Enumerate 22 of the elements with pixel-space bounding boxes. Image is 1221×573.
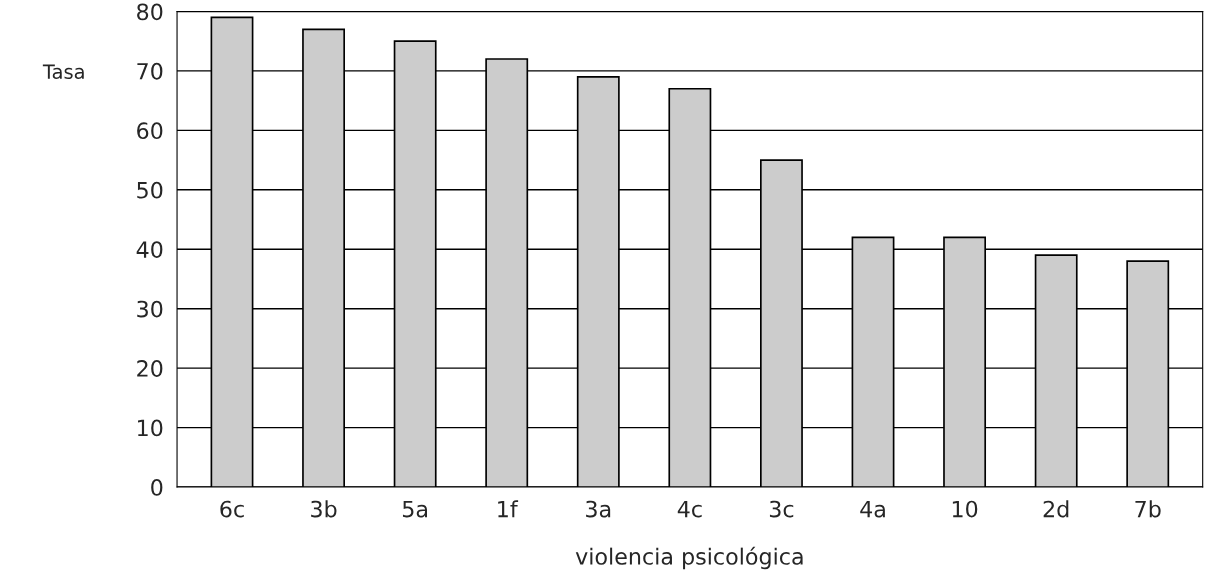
- x-tick-label: 4a: [860, 500, 885, 518]
- y-tick-label: 60: [137, 122, 163, 140]
- y-tick-label: 20: [137, 360, 163, 377]
- x-tick-label: 5a: [402, 500, 427, 518]
- x-tick-label: 3c: [769, 500, 794, 518]
- y-tick-label: 40: [136, 241, 163, 259]
- y-tick-label: 0: [151, 479, 163, 496]
- y-tick-label: 50: [137, 181, 163, 199]
- x-tick-label: 4c: [677, 500, 702, 518]
- x-tick-label: 2d: [1043, 500, 1069, 518]
- x-tick-label: 7b: [1135, 500, 1161, 518]
- x-tick-label: 3a: [586, 500, 611, 518]
- y-tick-label: 70: [137, 62, 163, 80]
- y-tick-label: 30: [137, 300, 163, 318]
- x-tick-label: 3b: [311, 500, 337, 518]
- y-tick-label: 80: [137, 3, 163, 21]
- x-tick-label: 10: [952, 500, 978, 518]
- x-axis-title: violencia psicológica: [575, 546, 803, 570]
- y-tick-label: 10: [138, 419, 163, 437]
- y-axis-title: Tasa: [42, 64, 84, 80]
- x-tick-label: 1f: [498, 500, 519, 518]
- x-tick-label: 6c: [220, 500, 244, 518]
